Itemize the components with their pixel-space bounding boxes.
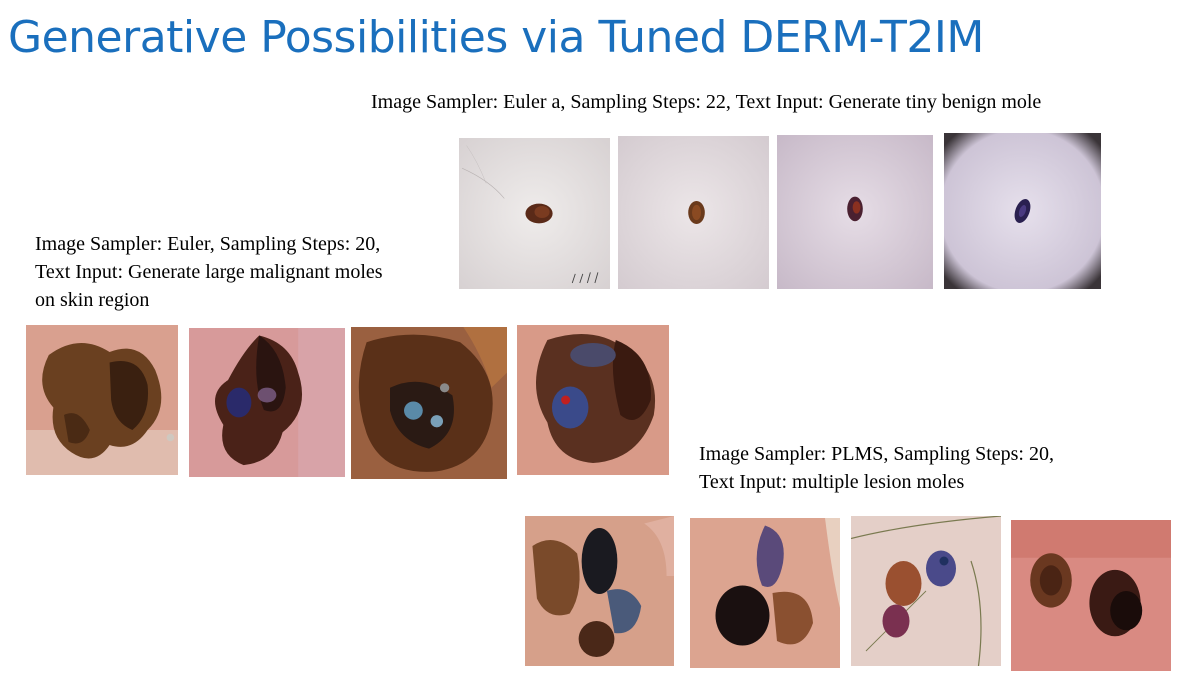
malignant-mole-image-1 — [26, 325, 178, 475]
caption-line: Image Sampler: Euler, Sampling Steps: 20… — [35, 233, 381, 255]
benign-mole-image-1 — [459, 138, 610, 289]
multiple-lesion-image-1 — [525, 516, 674, 666]
malignant-mole-image-3 — [351, 327, 507, 479]
caption-line: Image Sampler: Euler a, Sampling Steps: … — [371, 91, 1042, 113]
benign-mole-image-2 — [618, 136, 769, 289]
caption-line: Image Sampler: PLMS, Sampling Steps: 20, — [699, 443, 1054, 465]
multiple-lesion-image-2 — [690, 518, 840, 668]
benign-caption: Image Sampler: Euler a, Sampling Steps: … — [371, 88, 1041, 116]
caption-line: Text Input: multiple lesion moles — [699, 471, 965, 493]
malignant-mole-image-4 — [517, 325, 669, 475]
caption-line: Text Input: Generate large malignant mol… — [35, 261, 383, 283]
multiple-caption: Image Sampler: PLMS, Sampling Steps: 20,… — [699, 440, 1054, 496]
benign-mole-image-4 — [944, 133, 1101, 289]
multiple-lesion-image-3 — [851, 516, 1001, 666]
malignant-caption: Image Sampler: Euler, Sampling Steps: 20… — [35, 230, 383, 314]
multiple-lesion-image-4 — [1011, 520, 1171, 671]
slide-title: Generative Possibilities via Tuned DERM-… — [8, 12, 984, 63]
malignant-mole-image-2 — [189, 328, 345, 477]
caption-line: on skin region — [35, 289, 150, 311]
benign-mole-image-3 — [777, 135, 933, 289]
